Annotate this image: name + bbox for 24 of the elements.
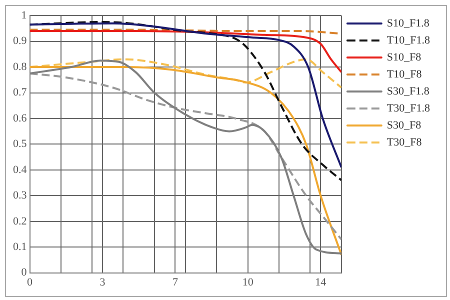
y-tick-label: 0.9 — [13, 35, 28, 48]
legend-label: T30_F1.8 — [386, 102, 430, 114]
y-tick-label: 0.6 — [13, 112, 28, 124]
legend-label: S10_F8 — [386, 51, 422, 64]
y-tick-label: 0 — [21, 266, 28, 279]
y-tick-label: 0.7 — [13, 86, 28, 99]
legend-label: T30_F8 — [386, 136, 422, 148]
y-tick-label: 0.3 — [13, 190, 28, 202]
legend-label: T10_F1.8 — [386, 34, 430, 46]
line-series — [30, 30, 342, 74]
y-tick-label: 0.2 — [13, 215, 27, 228]
y-tick-label: 0.8 — [13, 60, 28, 73]
legend-label: S30_F8 — [386, 119, 422, 132]
y-tick-label: 0.5 — [13, 138, 28, 150]
legend-label: S30_F1.8 — [386, 85, 430, 98]
legend-label: T10_F8 — [386, 68, 422, 80]
legend-label: S10_F1.8 — [386, 17, 430, 30]
y-tick-label: 0.1 — [13, 240, 27, 253]
y-tick-label: 0.4 — [13, 164, 28, 176]
x-tick-label: 14 — [315, 276, 327, 288]
x-tick-label: 7 — [172, 276, 178, 288]
x-tick-label: 10 — [242, 276, 254, 288]
y-tick-label: 1 — [21, 9, 27, 22]
x-tick-label: 3 — [100, 276, 106, 288]
